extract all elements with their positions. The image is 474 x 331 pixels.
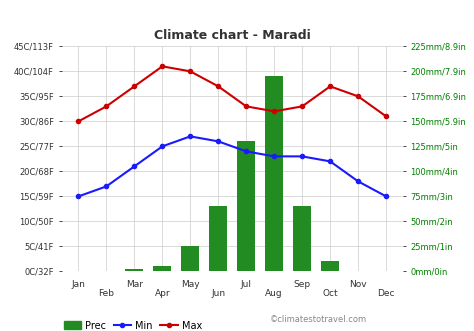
Text: Jan: Jan [72, 280, 85, 289]
Text: Jul: Jul [241, 280, 252, 289]
Bar [237, 141, 255, 271]
Bar [209, 207, 228, 271]
Bar [125, 269, 144, 271]
Text: Dec: Dec [377, 289, 395, 298]
Text: May: May [181, 280, 200, 289]
Bar [321, 261, 339, 271]
Text: Jun: Jun [211, 289, 225, 298]
Text: Oct: Oct [322, 289, 338, 298]
Text: Aug: Aug [265, 289, 283, 298]
Bar [153, 266, 172, 271]
Text: Sep: Sep [293, 280, 311, 289]
Title: Climate chart - Maradi: Climate chart - Maradi [154, 29, 310, 42]
Bar [293, 207, 311, 271]
Legend: Prec, Min, Max: Prec, Min, Max [60, 317, 206, 331]
Bar [265, 76, 283, 271]
Text: ©climatestotravel.com: ©climatestotravel.com [270, 315, 367, 324]
Text: Mar: Mar [126, 280, 143, 289]
Text: Apr: Apr [155, 289, 170, 298]
Text: Nov: Nov [349, 280, 367, 289]
Text: Feb: Feb [99, 289, 114, 298]
Bar [181, 246, 200, 271]
